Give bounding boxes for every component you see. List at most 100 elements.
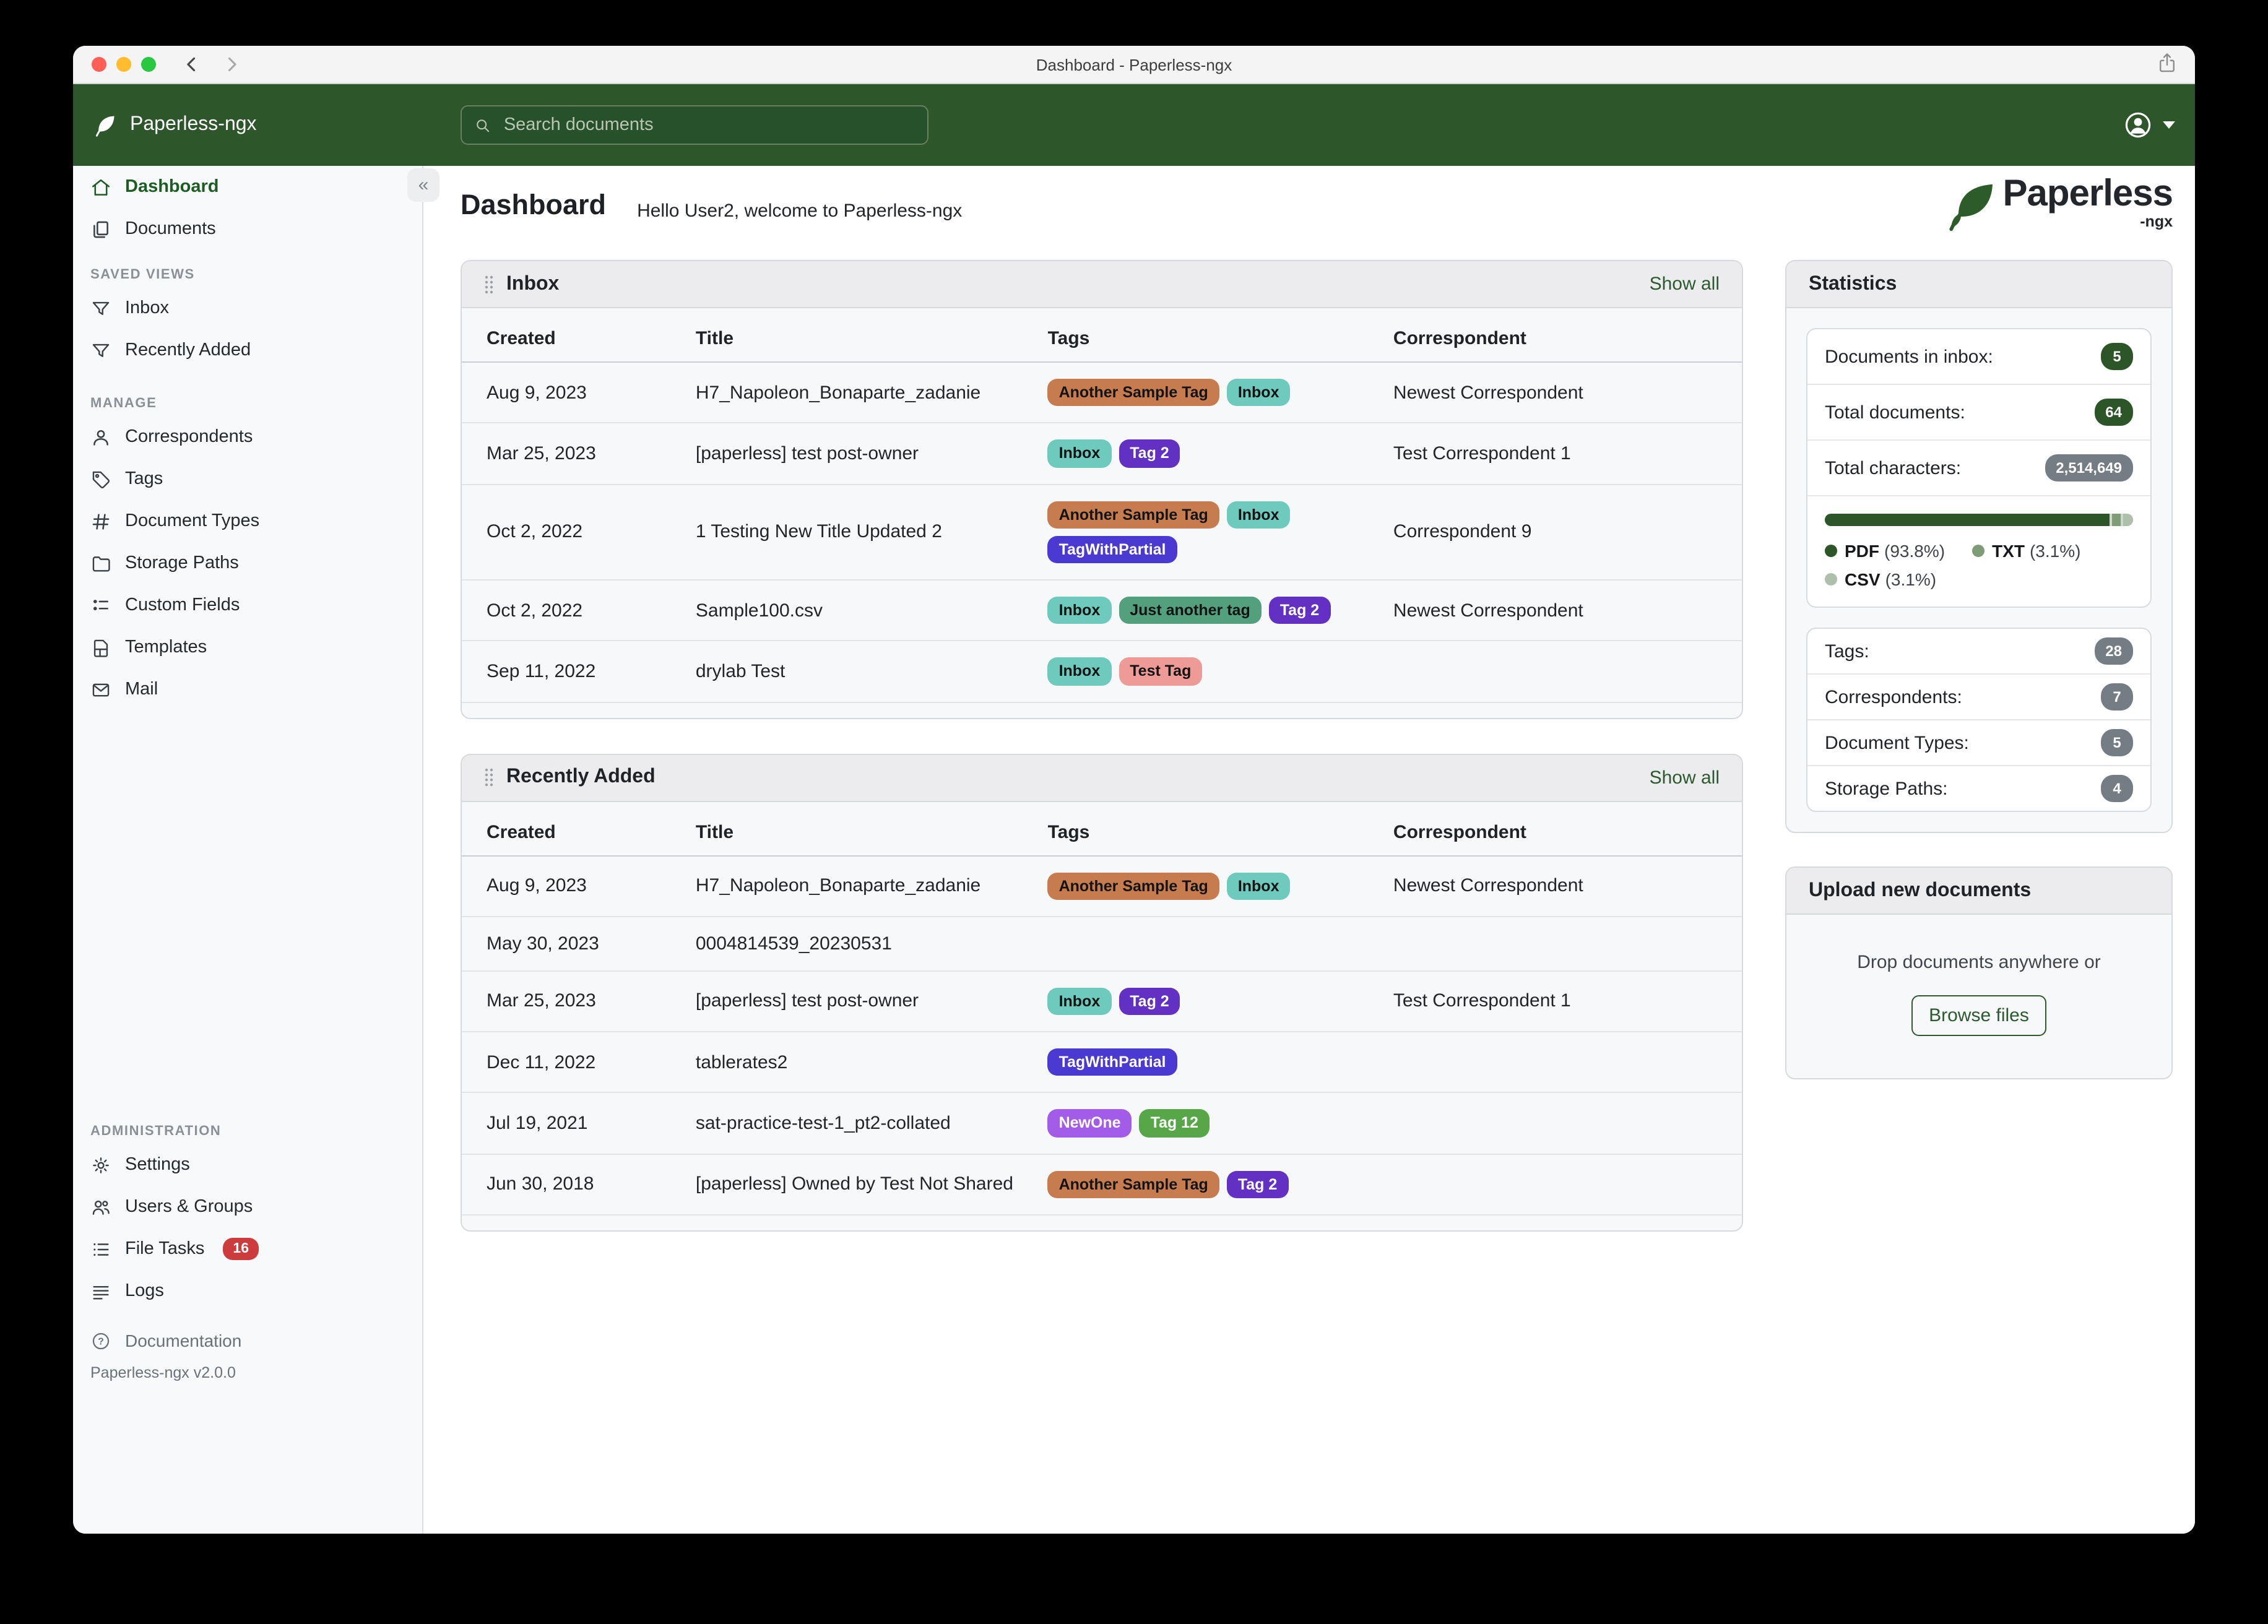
tag[interactable]: Another Sample Tag bbox=[1047, 1170, 1219, 1198]
column-header-title: Title bbox=[685, 801, 1038, 856]
browse-files-button[interactable]: Browse files bbox=[1911, 995, 2046, 1036]
table-row[interactable]: Jul 19, 2021 sat-practice-test-1_pt2-col… bbox=[462, 1092, 1742, 1155]
upload-hint: Drop documents anywhere or bbox=[1857, 952, 2101, 973]
logo-wordmark: Paperless bbox=[2002, 173, 2173, 214]
table-row[interactable]: Mar 25, 2023 [paperless] test post-owner… bbox=[462, 423, 1742, 485]
sidebar-item-logs[interactable]: Logs bbox=[73, 1270, 422, 1312]
column-header-correspondent: Correspondent bbox=[1383, 801, 1742, 856]
table-row[interactable]: Jun 30, 2018 [paperless] Owned by Test N… bbox=[462, 1154, 1742, 1216]
tag[interactable]: TagWithPartial bbox=[1047, 1048, 1177, 1076]
sidebar-item-label: Templates bbox=[125, 637, 207, 657]
status-badge: 7 bbox=[2101, 683, 2133, 710]
share-icon[interactable] bbox=[2157, 51, 2178, 82]
question-circle-icon: ? bbox=[92, 1332, 110, 1349]
tag[interactable]: Tag 2 bbox=[1268, 597, 1331, 624]
sidebar-item-inbox[interactable]: Inbox bbox=[73, 287, 422, 329]
statistics-card-header: Statistics bbox=[1786, 261, 2171, 308]
tag[interactable]: Tag 12 bbox=[1139, 1109, 1210, 1137]
table-row[interactable]: Oct 2, 2022 1 Testing New Title Updated … bbox=[462, 484, 1742, 581]
tag[interactable]: Another Sample Tag bbox=[1047, 379, 1219, 407]
status-badge: 2,514,649 bbox=[2045, 454, 2133, 482]
zoom-window-button[interactable] bbox=[141, 57, 156, 72]
tag[interactable]: Inbox bbox=[1047, 657, 1112, 685]
funnel-icon bbox=[92, 343, 110, 356]
tag[interactable]: Another Sample Tag bbox=[1047, 501, 1219, 529]
sidebar-item-mail[interactable]: Mail bbox=[73, 668, 422, 710]
statistics-card: Statistics Documents in inbox: 5 Tot bbox=[1785, 260, 2173, 833]
tag[interactable]: Inbox bbox=[1226, 501, 1291, 529]
sidebar-item-settings[interactable]: Settings bbox=[73, 1144, 422, 1186]
file-type-breakdown: PDF (93.8%) TXT (3.1%) bbox=[1807, 496, 2150, 607]
table-row[interactable]: Mar 25, 2023 [paperless] test post-owner… bbox=[462, 970, 1742, 1033]
brand[interactable]: Paperless-ngx bbox=[93, 113, 257, 137]
sidebar-item-tags[interactable]: Tags bbox=[73, 458, 422, 500]
folder-icon bbox=[92, 556, 110, 571]
close-window-button[interactable] bbox=[92, 57, 106, 72]
recently-added-show-all-link[interactable]: Show all bbox=[1649, 767, 1720, 788]
app-window: Dashboard - Paperless-ngx Paperless-ngx … bbox=[73, 46, 2195, 1534]
sidebar-item-users-groups[interactable]: Users & Groups bbox=[73, 1186, 422, 1228]
sidebar-item-recently-added[interactable]: Recently Added bbox=[73, 329, 422, 371]
tag[interactable]: Inbox bbox=[1047, 439, 1112, 467]
table-row[interactable]: Oct 2, 2022 Sample100.csv Inbox Just ano… bbox=[462, 580, 1742, 642]
status-badge: 5 bbox=[2101, 343, 2133, 370]
column-header-tags: Tags bbox=[1037, 308, 1383, 363]
sidebar-item-templates[interactable]: Templates bbox=[73, 626, 422, 668]
table-row[interactable]: Sep 11, 2022 drylab Test Inbox Test Tag bbox=[462, 641, 1742, 703]
tag-icon bbox=[92, 470, 110, 488]
drag-handle-icon[interactable] bbox=[484, 767, 494, 787]
leaf-logo-icon bbox=[1949, 184, 1993, 231]
sidebar-section-saved-views: SAVED VIEWS bbox=[90, 267, 195, 282]
sidebar-item-correspondents[interactable]: Correspondents bbox=[73, 416, 422, 458]
legend-item-csv: CSV (3.1%) bbox=[1825, 569, 1936, 589]
back-button[interactable] bbox=[183, 56, 201, 73]
sidebar-item-custom-fields[interactable]: Custom Fields bbox=[73, 584, 422, 626]
column-header-tags: Tags bbox=[1037, 801, 1383, 856]
forward-button[interactable] bbox=[223, 56, 240, 73]
tag[interactable]: Inbox bbox=[1226, 379, 1291, 407]
table-row[interactable]: Aug 9, 2023 H7_Napoleon_Bonaparte_zadani… bbox=[462, 362, 1742, 424]
tag[interactable]: NewOne bbox=[1047, 1109, 1132, 1137]
table-row[interactable]: May 30, 2023 0004814539_20230531 bbox=[462, 916, 1742, 972]
minimize-window-button[interactable] bbox=[116, 57, 131, 72]
tag[interactable]: Another Sample Tag bbox=[1047, 872, 1219, 900]
tag[interactable]: Inbox bbox=[1047, 987, 1112, 1015]
inbox-show-all-link[interactable]: Show all bbox=[1649, 274, 1720, 295]
leaf-icon bbox=[95, 116, 115, 137]
table-row[interactable]: Dec 11, 2022 tablerates2 TagWithPartial bbox=[462, 1032, 1742, 1094]
tag[interactable]: Tag 2 bbox=[1119, 439, 1180, 467]
upload-dropzone[interactable]: Drop documents anywhere or Browse files bbox=[1786, 915, 2171, 1078]
sidebar-item-label: Settings bbox=[125, 1155, 190, 1175]
logo-wordmark-sub: -ngx bbox=[2140, 213, 2173, 230]
sidebar-item-label: Inbox bbox=[125, 298, 169, 318]
file-type-legend: PDF (93.8%) TXT (3.1%) bbox=[1825, 541, 2133, 589]
card-title: Inbox bbox=[506, 273, 560, 294]
stat-row: Correspondents: 7 bbox=[1807, 675, 2150, 720]
tag[interactable]: Inbox bbox=[1226, 872, 1291, 900]
sidebar-item-label: Recently Added bbox=[125, 340, 251, 360]
sidebar-item-document-types[interactable]: Document Types bbox=[73, 500, 422, 542]
sidebar-item-file-tasks[interactable]: File Tasks 16 bbox=[73, 1228, 422, 1270]
tag[interactable]: Just another tag bbox=[1119, 597, 1262, 624]
sidebar-section-administration: ADMINISTRATION bbox=[90, 1124, 222, 1139]
card-title: Recently Added bbox=[506, 766, 656, 787]
tag[interactable]: Inbox bbox=[1047, 597, 1112, 624]
legend-dot bbox=[1972, 545, 1985, 557]
table-row[interactable]: Aug 9, 2023 H7_Napoleon_Bonaparte_zadani… bbox=[462, 855, 1742, 917]
tag[interactable]: TagWithPartial bbox=[1047, 535, 1177, 563]
sidebar-collapse-button[interactable]: « bbox=[407, 168, 439, 202]
svg-text:?: ? bbox=[98, 1336, 104, 1347]
user-menu[interactable] bbox=[2123, 84, 2175, 166]
drag-handle-icon[interactable] bbox=[484, 274, 494, 294]
sidebar-item-documents[interactable]: Documents bbox=[73, 208, 422, 250]
legend-dot bbox=[1825, 573, 1837, 585]
sidebar-item-dashboard[interactable]: Dashboard bbox=[73, 166, 422, 208]
search-input[interactable] bbox=[501, 114, 915, 136]
tag[interactable]: Tag 2 bbox=[1119, 987, 1180, 1015]
sidebar-item-documentation[interactable]: ? Documentation bbox=[73, 1320, 422, 1362]
sidebar-item-label: Mail bbox=[125, 680, 158, 699]
sidebar-item-storage-paths[interactable]: Storage Paths bbox=[73, 542, 422, 584]
tag[interactable]: Tag 2 bbox=[1226, 1170, 1289, 1198]
tag[interactable]: Test Tag bbox=[1119, 657, 1203, 685]
